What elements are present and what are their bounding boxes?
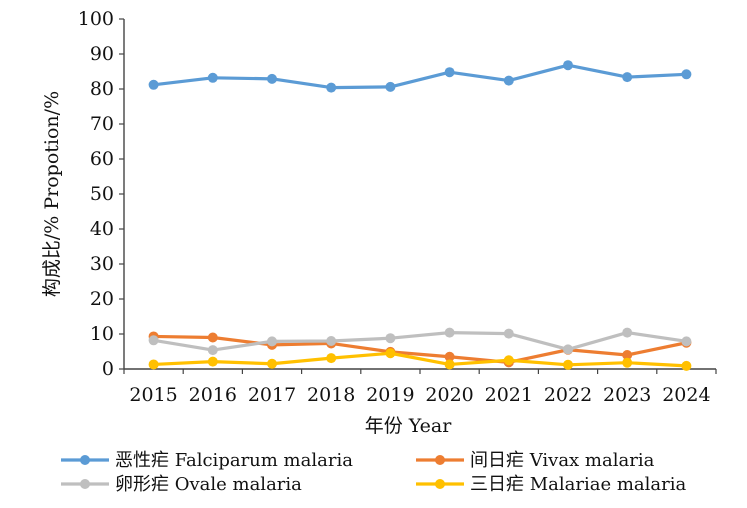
- x-tick-label: 2018: [307, 384, 355, 406]
- x-tick-label: 2022: [544, 384, 592, 406]
- x-tick-label: 2020: [425, 384, 473, 406]
- x-tick-label: 2016: [189, 384, 237, 406]
- data-point: [444, 351, 455, 362]
- data-point: [622, 72, 633, 83]
- y-tick-label: 50: [90, 183, 114, 205]
- data-point: [207, 332, 218, 343]
- x-tick-label: 2017: [248, 384, 296, 406]
- legend-swatch-marker: [435, 455, 445, 465]
- data-point: [267, 73, 277, 84]
- data-point: [385, 333, 396, 344]
- data-point: [326, 353, 337, 364]
- data-point: [622, 327, 633, 338]
- legend-item: 间日疟 Vivax malaria: [416, 450, 655, 471]
- data-point: [681, 360, 692, 371]
- legend-swatch-marker: [80, 479, 90, 489]
- data-point: [207, 72, 218, 83]
- x-tick-label: 2024: [662, 384, 710, 406]
- data-point: [563, 344, 573, 355]
- data-point: [385, 348, 396, 359]
- series-line: [153, 331, 687, 352]
- y-tick-label: 20: [90, 288, 114, 310]
- legend-swatch-marker: [80, 455, 90, 465]
- series-2: [148, 327, 692, 356]
- data-point: [503, 355, 514, 366]
- y-tick-label: 100: [78, 8, 114, 30]
- series-lines: [148, 60, 692, 371]
- data-point: [207, 356, 218, 367]
- y-tick-label: 10: [90, 323, 114, 345]
- x-tick-label: 2021: [485, 384, 533, 406]
- legend-label: 三日疟 Malariae malaria: [470, 474, 686, 495]
- x-tick-label: 2023: [603, 384, 651, 406]
- y-tick-label: 70: [90, 113, 114, 135]
- data-point: [148, 359, 159, 370]
- y-tick-label: 30: [90, 253, 114, 275]
- legend-label: 恶性疟 Falciparum malaria: [115, 450, 353, 471]
- data-point: [326, 336, 337, 346]
- y-tick-label: 90: [90, 43, 114, 65]
- legend-item: 恶性疟 Falciparum malaria: [61, 450, 353, 471]
- series-line: [153, 63, 687, 90]
- series-0: [148, 60, 692, 93]
- data-point: [444, 359, 455, 370]
- data-point: [207, 345, 218, 356]
- data-point: [503, 328, 514, 339]
- data-point: [622, 357, 633, 368]
- legend-label: 间日疟 Vivax malaria: [470, 450, 655, 471]
- x-tick-labels: 2015 2016 2017 2018 2019 2020 2021 2022 2023 2024: [123, 369, 717, 406]
- data-point: [385, 81, 396, 92]
- legend-swatch-marker: [435, 479, 445, 489]
- y-axis-title: 构成比/% Propotion/%: [41, 91, 63, 297]
- y-tick-labels: 0 10 20 30 40 50 60 70 80 90 100: [78, 8, 124, 380]
- y-tick-label: 80: [90, 78, 114, 100]
- y-tick-label: 0: [102, 358, 114, 380]
- data-point: [563, 359, 573, 370]
- data-point: [681, 69, 692, 80]
- legend-label: 卵形疟 Ovale malaria: [115, 474, 302, 495]
- x-axis-title: 年份 Year: [365, 415, 453, 437]
- legend: 恶性疟 Falciparum malaria 间日疟 Vivax malaria 卵…: [61, 450, 686, 495]
- x-tick-label: 2019: [366, 384, 414, 406]
- data-point: [563, 60, 573, 71]
- series-line: [153, 334, 687, 364]
- axes: [123, 19, 716, 370]
- data-point: [681, 336, 692, 347]
- series-3: [148, 348, 692, 371]
- y-tick-label: 40: [90, 218, 114, 240]
- data-point: [444, 67, 455, 78]
- data-point: [267, 336, 277, 347]
- data-point: [148, 79, 159, 90]
- series-line: [153, 351, 687, 368]
- data-point: [326, 82, 337, 93]
- data-point: [503, 75, 514, 86]
- data-point: [267, 358, 277, 369]
- legend-item: 三日疟 Malariae malaria: [416, 474, 686, 495]
- legend-item: 卵形疟 Ovale malaria: [61, 474, 302, 495]
- data-point: [148, 335, 159, 346]
- y-tick-label: 60: [90, 148, 114, 170]
- x-tick-label: 2015: [129, 384, 177, 406]
- data-point: [622, 350, 633, 360]
- data-point: [444, 327, 455, 338]
